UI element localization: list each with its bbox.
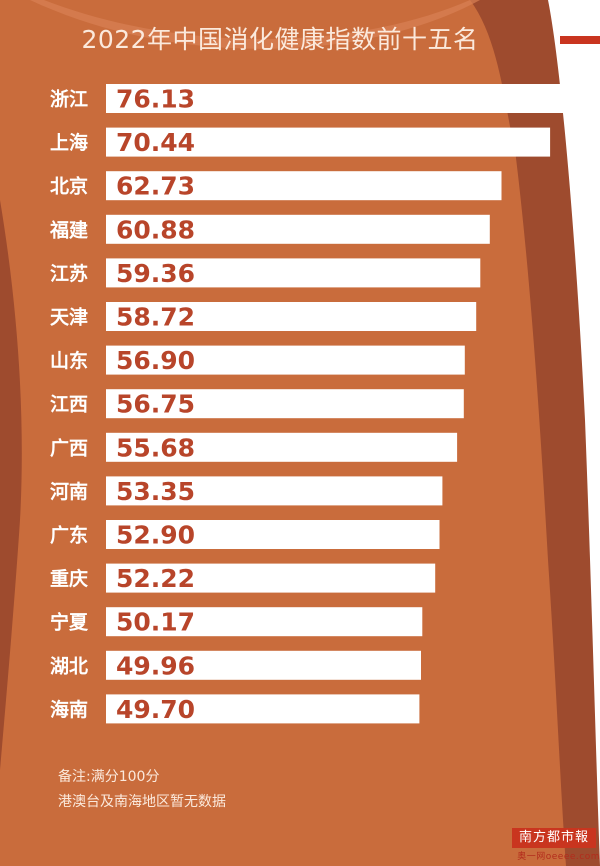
category-label: 上海 bbox=[50, 131, 88, 154]
category-label: 福建 bbox=[49, 218, 88, 241]
bar bbox=[106, 302, 477, 331]
bar bbox=[106, 345, 465, 375]
value-label: 50.17 bbox=[116, 608, 195, 637]
value-label: 60.88 bbox=[116, 215, 195, 244]
value-label: 49.70 bbox=[116, 695, 195, 724]
value-label: 49.96 bbox=[116, 651, 195, 680]
value-label: 56.90 bbox=[116, 346, 195, 375]
bar bbox=[106, 214, 490, 244]
bar bbox=[106, 127, 551, 157]
category-label: 广东 bbox=[50, 524, 88, 547]
category-label: 江苏 bbox=[50, 262, 88, 285]
note-no-data: 港澳台及南海地区暂无数据 bbox=[58, 794, 226, 810]
bar bbox=[106, 476, 443, 506]
value-label: 58.72 bbox=[116, 303, 195, 332]
category-label: 江西 bbox=[50, 394, 88, 416]
bar bbox=[106, 694, 420, 724]
value-label: 76.13 bbox=[116, 85, 195, 114]
bar bbox=[106, 389, 464, 419]
value-label: 56.75 bbox=[116, 390, 195, 419]
bar bbox=[106, 84, 586, 113]
category-label: 北京 bbox=[50, 175, 88, 198]
bar bbox=[106, 563, 436, 593]
bar bbox=[106, 520, 440, 549]
category-label: 海南 bbox=[50, 698, 88, 721]
value-label: 62.73 bbox=[116, 172, 195, 201]
category-label: 广西 bbox=[50, 436, 88, 459]
value-label: 55.68 bbox=[116, 433, 195, 462]
category-label: 重庆 bbox=[50, 567, 88, 590]
bar bbox=[106, 171, 502, 201]
category-label: 宁夏 bbox=[50, 611, 89, 634]
left-curve-stripe bbox=[0, 200, 22, 770]
newspaper-logo: 南方都市報 bbox=[512, 828, 596, 848]
category-label: 湖北 bbox=[50, 655, 88, 677]
value-label: 52.22 bbox=[116, 564, 195, 593]
accent-red-bar bbox=[560, 36, 600, 44]
bar bbox=[106, 650, 421, 680]
bar bbox=[106, 258, 481, 288]
category-label: 河南 bbox=[50, 481, 88, 503]
value-label: 53.35 bbox=[116, 477, 195, 506]
value-label: 59.36 bbox=[116, 259, 195, 288]
category-label: 浙江 bbox=[50, 88, 88, 111]
website-label: 奥一网oeeee.com bbox=[517, 852, 600, 862]
category-label: 山东 bbox=[50, 349, 88, 372]
value-label: 70.44 bbox=[116, 128, 195, 157]
value-label: 52.90 bbox=[116, 521, 195, 550]
top-arc bbox=[30, 0, 480, 49]
chart-title: 2022年中国消化健康指数前十五名 bbox=[81, 25, 479, 54]
bar bbox=[106, 607, 423, 637]
bar bbox=[106, 432, 458, 462]
note-full-score: 备注:满分100分 bbox=[58, 769, 160, 785]
category-label: 天津 bbox=[50, 306, 88, 329]
